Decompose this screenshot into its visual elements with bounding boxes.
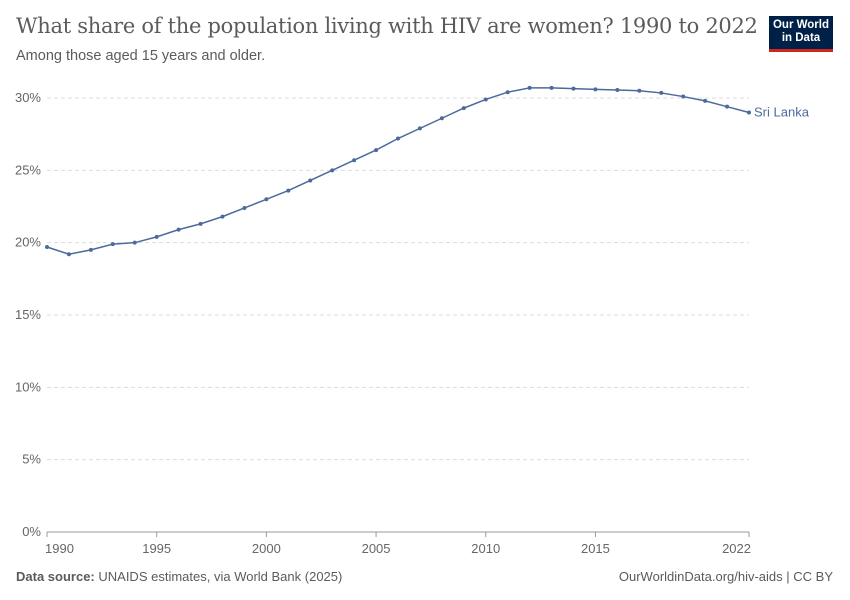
data-source: Data source: UNAIDS estimates, via World… bbox=[16, 569, 342, 584]
x-tick-label: 2000 bbox=[252, 541, 281, 556]
data-point bbox=[110, 242, 115, 247]
data-point bbox=[703, 98, 708, 103]
data-point bbox=[66, 252, 71, 257]
x-tick-label: 2022 bbox=[722, 541, 751, 556]
data-point bbox=[374, 148, 379, 153]
data-point bbox=[747, 110, 751, 115]
data-point bbox=[681, 94, 686, 99]
data-point bbox=[483, 97, 488, 102]
y-tick-label: 0% bbox=[22, 524, 41, 539]
data-point bbox=[198, 221, 203, 226]
y-tick-label: 15% bbox=[15, 307, 41, 322]
x-tick-label: 1995 bbox=[142, 541, 171, 556]
owid-logo[interactable]: Our World in Data bbox=[769, 16, 833, 52]
chart-title: What share of the population living with… bbox=[16, 14, 758, 38]
data-point bbox=[264, 197, 269, 202]
x-tick-label: 2005 bbox=[362, 541, 391, 556]
data-point bbox=[615, 88, 620, 93]
x-tick-label: 1990 bbox=[45, 541, 74, 556]
y-tick-label: 10% bbox=[15, 379, 41, 394]
y-tick-label: 20% bbox=[15, 235, 41, 250]
data-point bbox=[527, 85, 532, 90]
data-point bbox=[461, 106, 466, 111]
logo-text: Our World in Data bbox=[772, 19, 829, 44]
data-point bbox=[45, 245, 49, 250]
y-tick-label: 25% bbox=[15, 162, 41, 177]
data-point bbox=[549, 85, 554, 90]
data-point bbox=[242, 205, 247, 210]
data-point bbox=[396, 136, 400, 141]
data-point bbox=[154, 234, 159, 239]
data-point bbox=[176, 227, 181, 232]
data-point bbox=[659, 90, 664, 95]
y-tick-label: 30% bbox=[15, 90, 41, 105]
footer-link[interactable]: OurWorldinData.org/hiv-aids | CC BY bbox=[618, 569, 833, 584]
data-point bbox=[330, 168, 335, 173]
data-point bbox=[725, 104, 730, 109]
data-point bbox=[88, 247, 93, 252]
source-label: Data source: bbox=[16, 569, 95, 584]
data-point bbox=[593, 87, 598, 92]
series-line bbox=[46, 87, 750, 256]
data-point bbox=[308, 178, 313, 183]
data-point bbox=[352, 158, 357, 163]
data-point bbox=[571, 86, 576, 91]
source-text[interactable]: UNAIDS estimates, via World Bank (2025) bbox=[98, 569, 343, 584]
data-point bbox=[637, 88, 642, 93]
x-tick-label: 2010 bbox=[471, 541, 500, 556]
data-point bbox=[220, 214, 225, 219]
chart-subtitle: Among those aged 15 years and older. bbox=[16, 48, 266, 64]
data-point bbox=[132, 240, 137, 245]
data-point bbox=[286, 188, 291, 193]
y-tick-label: 5% bbox=[22, 452, 41, 467]
data-point bbox=[439, 116, 444, 121]
series-label: Sri Lanka bbox=[754, 104, 810, 119]
x-tick-label: 2015 bbox=[581, 541, 610, 556]
data-point bbox=[505, 90, 510, 95]
data-point bbox=[417, 126, 422, 131]
